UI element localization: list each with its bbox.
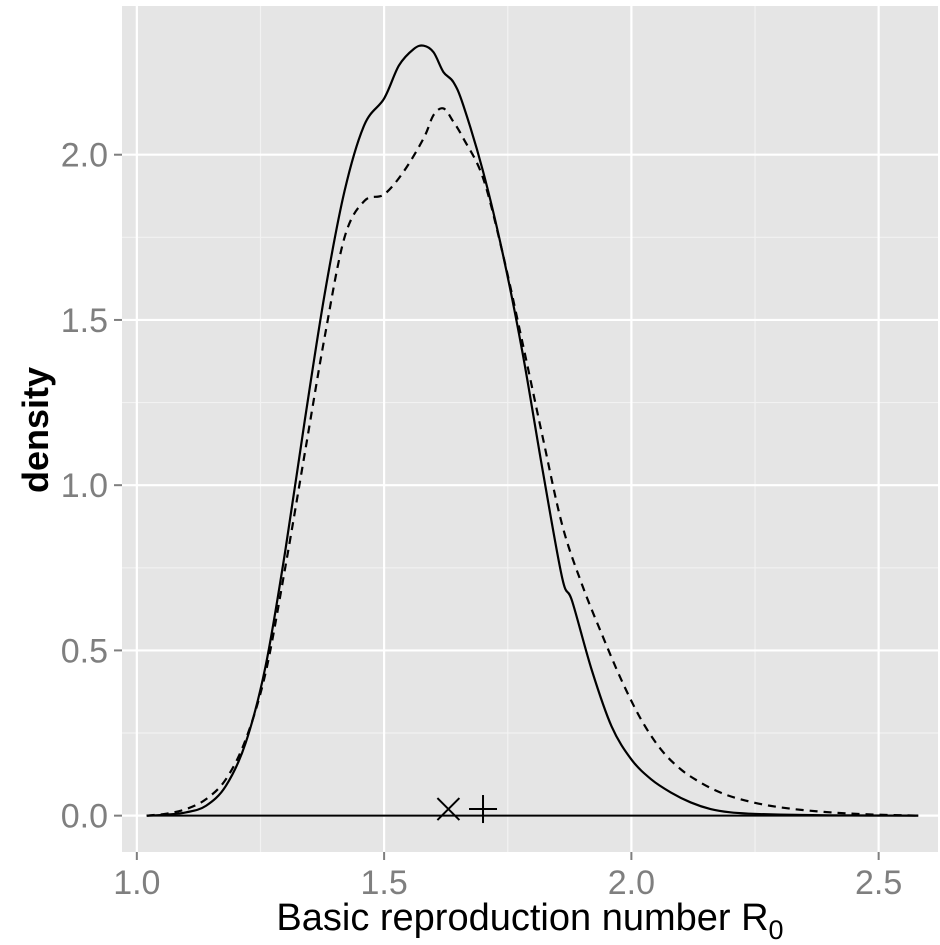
axis-ticks bbox=[114, 153, 880, 860]
cross-marker bbox=[436, 797, 461, 821]
tick-labels: 1.0 1.5 2.0 2.5 0.0 0.5 1.0 1.5 2.0 bbox=[61, 137, 903, 902]
marker-layer bbox=[436, 795, 498, 824]
x-axis-title-main: Basic reproduction number R bbox=[276, 897, 768, 939]
series-layer bbox=[146, 44, 919, 817]
y-tick-label: 0.5 bbox=[61, 632, 108, 670]
y-axis-title: density bbox=[15, 367, 56, 493]
plot-panel bbox=[122, 6, 938, 852]
minor-gridlines bbox=[122, 6, 938, 852]
x-axis-title: Basic reproduction number R0 bbox=[276, 897, 783, 945]
x-axis-title-subscript: 0 bbox=[769, 915, 784, 945]
y-tick-label: 1.0 bbox=[61, 467, 108, 505]
y-tick-label: 0.0 bbox=[61, 798, 108, 836]
x-tick-label: 1.5 bbox=[360, 864, 407, 902]
density-line-dashed bbox=[146, 107, 919, 817]
x-tick-label: 1.0 bbox=[113, 864, 160, 902]
cross-marker-stroke bbox=[436, 797, 461, 821]
y-tick-label: 2.0 bbox=[61, 137, 108, 175]
plus-marker bbox=[469, 795, 498, 824]
x-tick-label: 2.5 bbox=[855, 864, 902, 902]
x-tick-label: 2.0 bbox=[608, 864, 655, 902]
density-line-solid bbox=[146, 44, 919, 817]
y-tick-label: 1.5 bbox=[61, 302, 108, 340]
